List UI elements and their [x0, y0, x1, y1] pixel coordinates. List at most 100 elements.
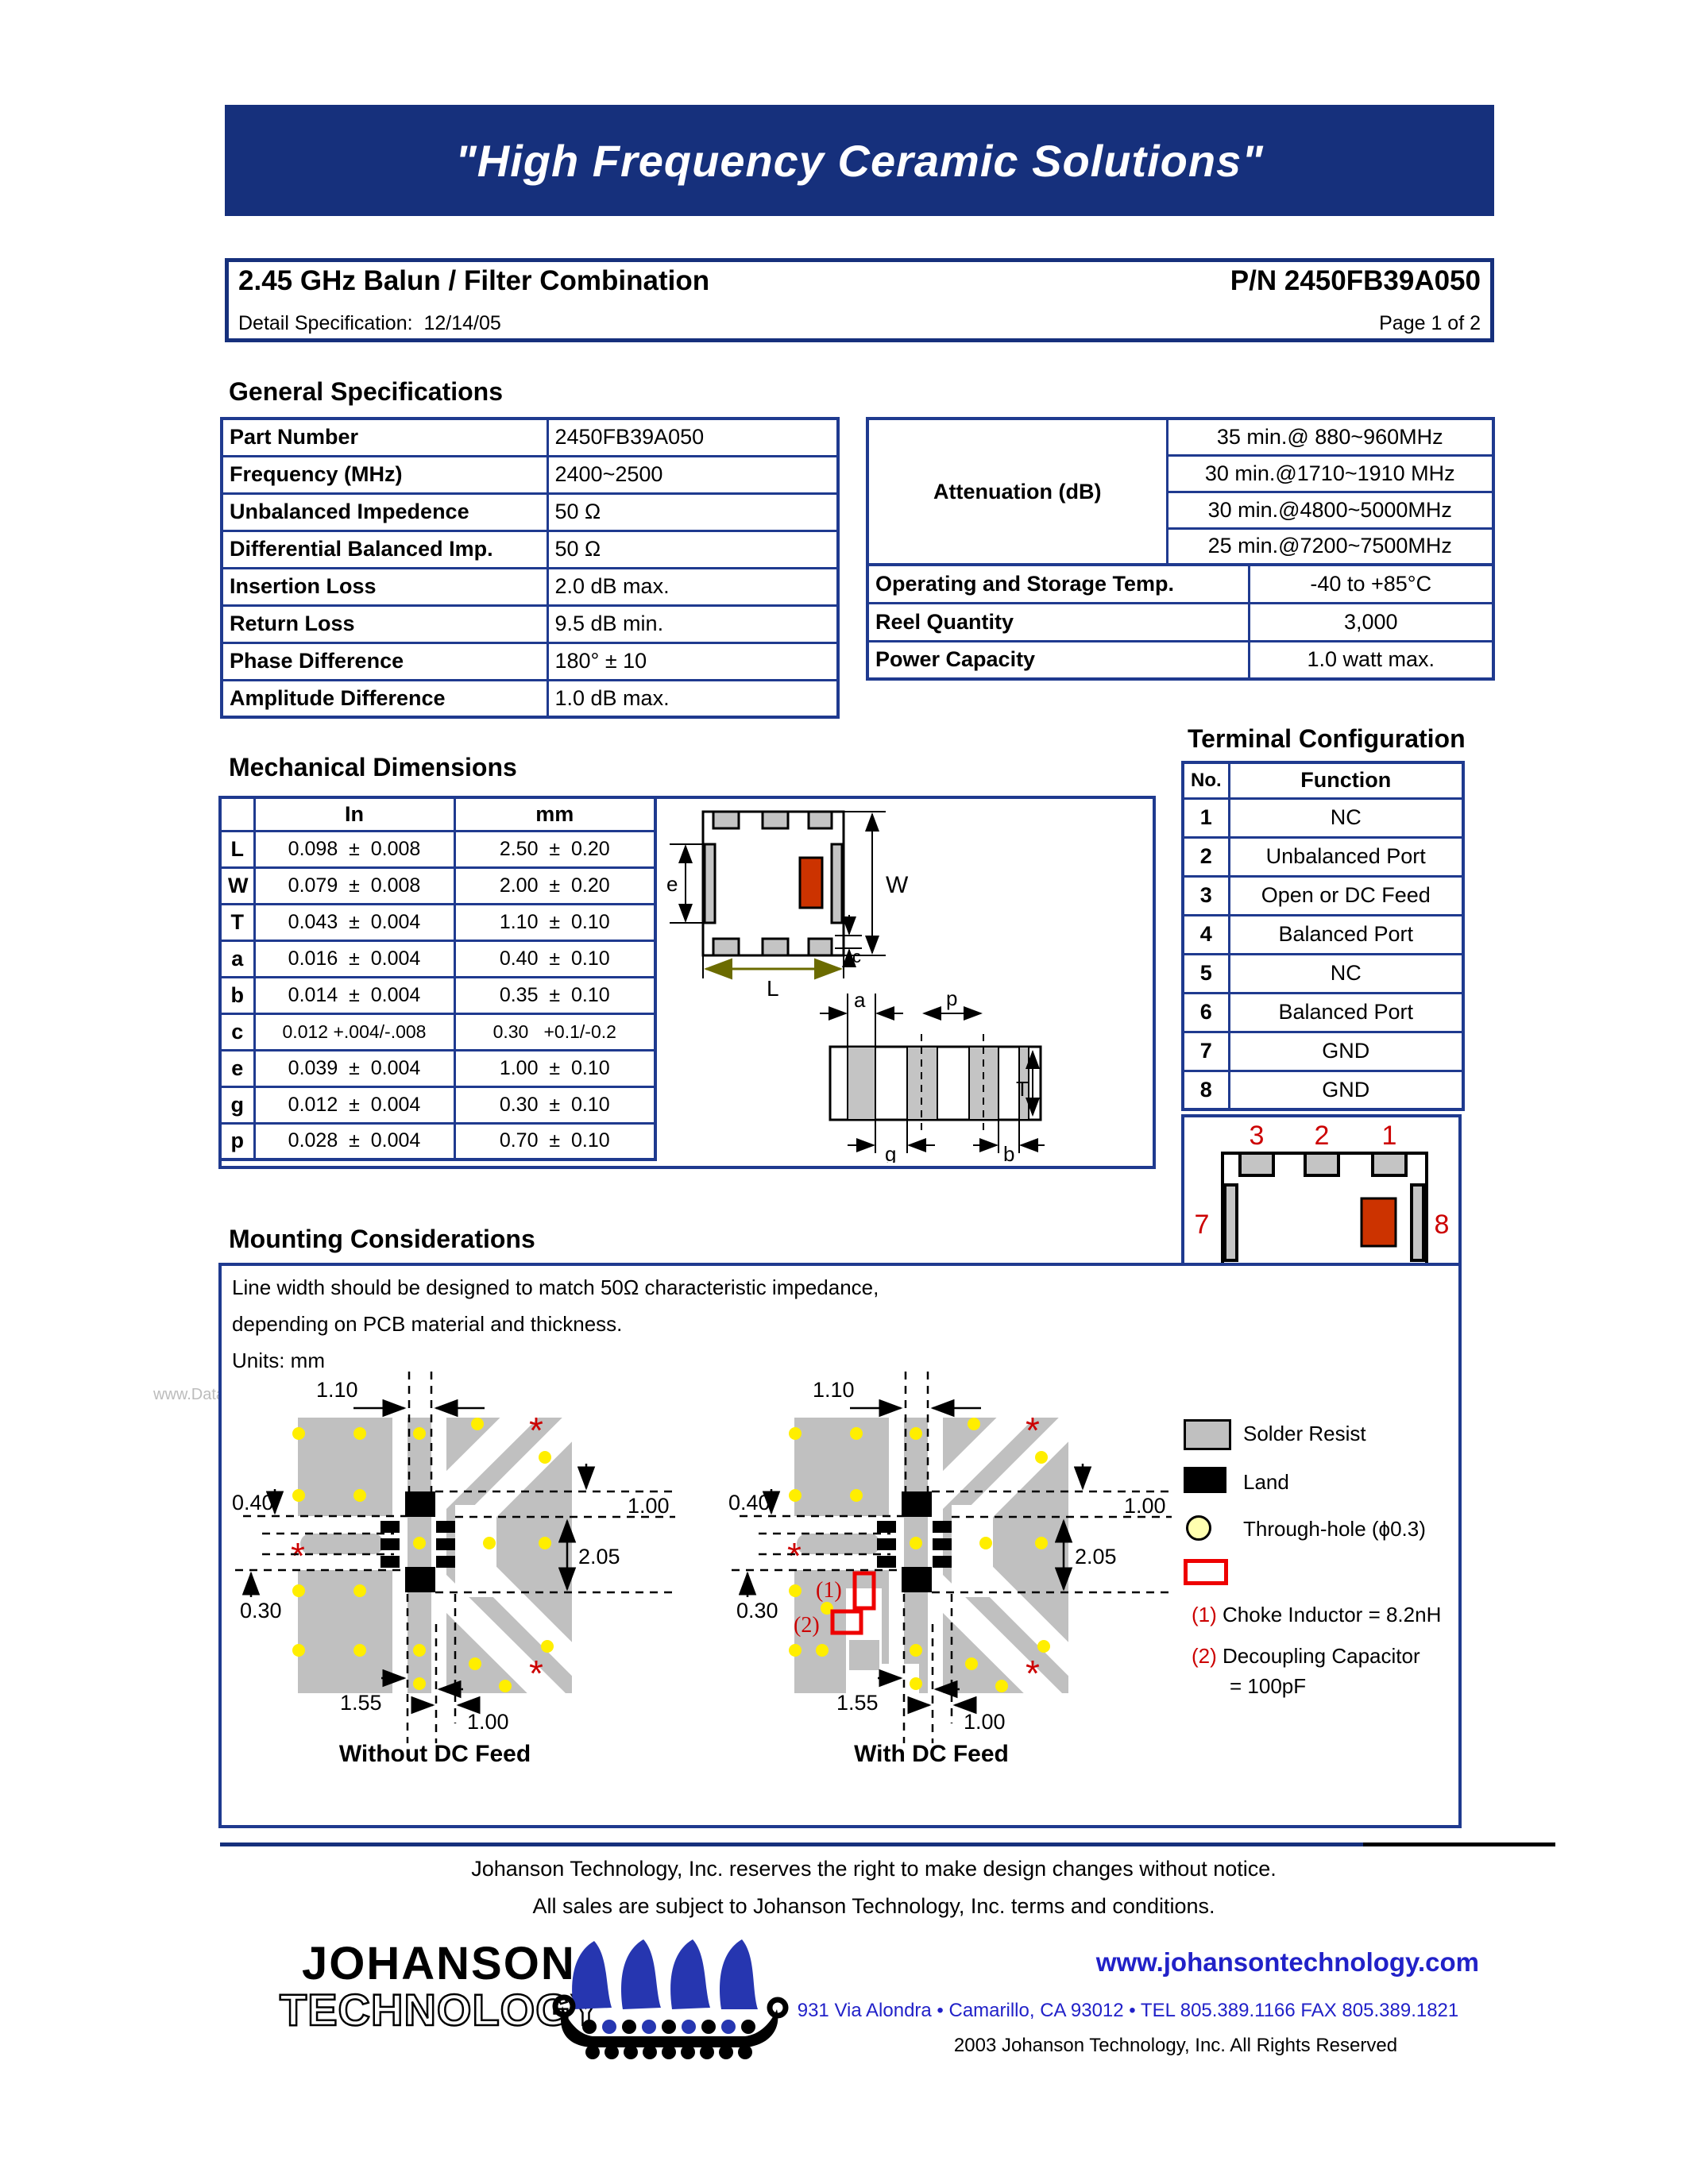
- banner-slogan: "High Frequency Ceramic Solutions": [455, 135, 1264, 186]
- attenuation-value: 30 min.@4800~5000MHz: [1165, 490, 1495, 530]
- dim-label-W: W: [886, 872, 909, 898]
- svg-text:7: 7: [1195, 1210, 1210, 1240]
- terminal-config-table: No. Function 1 NC 2 Unbalanced Port 3 Open o…: [1181, 761, 1465, 1111]
- legend-solder-resist: Solder Resist: [1243, 1422, 1366, 1445]
- solder-resist-swatch: [1184, 1419, 1231, 1450]
- svg-text:1: 1: [1382, 1121, 1397, 1151]
- dim-in: 0.014 ± 0.004: [253, 975, 456, 1015]
- component-outline-swatch: [1184, 1559, 1228, 1585]
- spec-label: Insertion Loss: [220, 566, 549, 607]
- spec-label: Amplitude Difference: [220, 678, 549, 719]
- asterisk-marks: * * *: [787, 1410, 1040, 1694]
- terminal-config-heading: Terminal Configuration: [1188, 724, 1466, 753]
- dim-key: b: [218, 975, 256, 1015]
- dim-in: 0.039 ± 0.004: [253, 1048, 456, 1088]
- dim-label-g: g: [885, 1142, 896, 1163]
- logo-word-technology: TECHNOLOGY: [280, 1985, 601, 2035]
- mechanical-dims-heading: Mechanical Dimensions: [229, 753, 517, 781]
- dim-label-a: a: [854, 988, 866, 1012]
- note-choke: (1) Choke Inductor = 8.2nH: [1192, 1603, 1442, 1626]
- col-no: No.: [1181, 761, 1230, 800]
- pin-no: 8: [1181, 1069, 1230, 1111]
- mounting-line2: depending on PCB material and thickness.: [232, 1312, 623, 1336]
- dim-label-T: T: [1016, 1077, 1029, 1101]
- dim-0.40: 0.40: [728, 1491, 771, 1515]
- svg-text:*: *: [1026, 1410, 1040, 1451]
- dim-label-c: c: [852, 947, 861, 967]
- spec-label: Power Capacity: [866, 639, 1250, 681]
- col-function: Function: [1227, 761, 1465, 800]
- attenuation-label: Attenuation (dB): [866, 417, 1168, 566]
- dim-1.00-bottom: 1.00: [964, 1710, 1006, 1734]
- land-pads: [380, 1491, 455, 1592]
- svg-text:*: *: [1026, 1653, 1040, 1694]
- dim-in: 0.098 ± 0.008: [253, 829, 456, 869]
- svg-text:*: *: [529, 1410, 543, 1451]
- svg-text:3: 3: [1250, 1121, 1265, 1151]
- spec-label: Reel Quantity: [866, 601, 1250, 642]
- orientation-mark: [798, 856, 824, 909]
- dim-mm: 0.30 +0.1/-0.2: [453, 1012, 657, 1051]
- spec-label: Frequency (MHz): [220, 454, 549, 495]
- dim-mm: 0.35 ± 0.10: [453, 975, 657, 1015]
- dim-in: 0.028 ± 0.004: [253, 1121, 456, 1161]
- pin-no: 1: [1181, 797, 1230, 839]
- pin-no: 6: [1181, 991, 1230, 1033]
- dim-key: e: [218, 1048, 256, 1088]
- spec-label: Part Number: [220, 417, 549, 457]
- website-link[interactable]: www.johansontechnology.com: [1095, 1947, 1479, 1977]
- svg-text:8: 8: [1435, 1210, 1450, 1240]
- note-capacitor: (2) Decoupling Capacitor: [1192, 1644, 1420, 1668]
- spec-label: Return Loss: [220, 604, 549, 644]
- col-in: In: [253, 796, 456, 832]
- through-holes: [292, 1418, 554, 1692]
- spec-value: 180° ± 10: [546, 641, 840, 681]
- spec-value: -40 to +85°C: [1247, 563, 1495, 604]
- dim-mm: 2.00 ± 0.20: [453, 866, 657, 905]
- land-swatch: [1184, 1467, 1226, 1493]
- spec-value: 50 Ω: [546, 492, 840, 532]
- disclaimer-line1: Johanson Technology, Inc. reserves the r…: [471, 1857, 1277, 1881]
- attenuation-value: 25 min.@7200~7500MHz: [1165, 527, 1495, 566]
- dim-key: g: [218, 1085, 256, 1125]
- legend-land: Land: [1243, 1470, 1289, 1494]
- mounting-units: Units: mm: [232, 1349, 325, 1372]
- dc-label-2: (2): [794, 1613, 820, 1638]
- disclaimer-line2: All sales are subject to Johanson Techno…: [532, 1894, 1215, 1918]
- pin-no: 3: [1181, 874, 1230, 916]
- banner: "High Frequency Ceramic Solutions": [225, 105, 1494, 216]
- detail-spec: Detail Specification: 12/14/05: [238, 312, 501, 334]
- dim-2.05: 2.05: [1075, 1545, 1117, 1569]
- dim-2.05: 2.05: [578, 1545, 620, 1569]
- spec-value: 3,000: [1247, 601, 1495, 642]
- spec-value: 1.0 watt max.: [1247, 639, 1495, 681]
- dim-in: 0.012 ± 0.004: [253, 1085, 456, 1125]
- decoupling-capacitor-outline: [830, 1609, 863, 1635]
- attenuation-table: Attenuation (dB) 35 min.@ 880~960MHz 30 …: [866, 417, 1495, 566]
- dim-key: W: [218, 866, 256, 905]
- mounting-heading: Mounting Considerations: [229, 1225, 535, 1253]
- dim-mm: 1.00 ± 0.10: [453, 1048, 657, 1088]
- land-pads: [877, 1491, 952, 1592]
- spec-value: 1.0 dB max.: [546, 678, 840, 719]
- mechanical-dims-table: In mm L 0.098 ± 0.008 2.50 ± 0.20 W 0.079 ± …: [218, 796, 657, 1161]
- through-hole-swatch: [1186, 1515, 1211, 1541]
- dim-label-e: e: [666, 872, 678, 896]
- dim-1.00-bottom: 1.00: [467, 1710, 509, 1734]
- johanson-logo: JOHANSON TECHNOLOGY: [279, 1938, 789, 2059]
- general-specs-heading: General Specifications: [229, 377, 504, 406]
- dim-key: T: [218, 902, 256, 942]
- col-mm: mm: [453, 796, 657, 832]
- dim-mm: 0.30 ± 0.10: [453, 1085, 657, 1125]
- spec-value: 2400~2500: [546, 454, 840, 495]
- choke-inductor-outline: [852, 1571, 876, 1611]
- spec-label: Unbalanced Impedence: [220, 492, 549, 532]
- copyright-line: 2003 Johanson Technology, Inc. All Right…: [953, 2035, 1398, 2056]
- spec-value: 2.0 dB max.: [546, 566, 840, 607]
- pcb-layout-without-dc: * * * 1.10 0.40 0.30 1.00 2.05: [232, 1372, 675, 1743]
- viking-ship-icon: [552, 1939, 789, 2059]
- pin-no: 2: [1181, 835, 1230, 878]
- attenuation-value: 35 min.@ 880~960MHz: [1165, 417, 1495, 457]
- dim-key: a: [218, 939, 256, 978]
